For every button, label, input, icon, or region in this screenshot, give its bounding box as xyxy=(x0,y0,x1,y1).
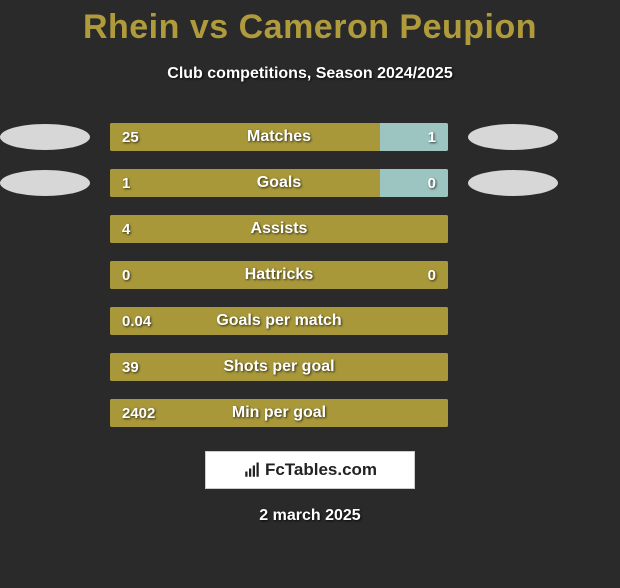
player-left-badge xyxy=(0,124,90,150)
player-right-badge xyxy=(468,124,558,150)
stat-label: Shots per goal xyxy=(110,353,448,381)
chart-icon xyxy=(243,461,261,479)
stat-row: 251Matches xyxy=(0,123,620,151)
stat-row: 0.04Goals per match xyxy=(0,307,620,335)
stat-row: 39Shots per goal xyxy=(0,353,620,381)
stat-row: 2402Min per goal xyxy=(0,399,620,427)
stat-row: 00Hattricks xyxy=(0,261,620,289)
stat-label: Min per goal xyxy=(110,399,448,427)
subtitle: Club competitions, Season 2024/2025 xyxy=(0,65,620,83)
stat-label: Assists xyxy=(110,215,448,243)
brand-text: FcTables.com xyxy=(265,460,377,480)
stat-label: Goals per match xyxy=(110,307,448,335)
player-right-badge xyxy=(468,170,558,196)
stat-bar: 10Goals xyxy=(110,169,448,197)
player-left-badge xyxy=(0,170,90,196)
stat-bar: 00Hattricks xyxy=(110,261,448,289)
stat-label: Hattricks xyxy=(110,261,448,289)
stat-bar: 39Shots per goal xyxy=(110,353,448,381)
date-label: 2 march 2025 xyxy=(0,507,620,525)
page-title: Rhein vs Cameron Peupion xyxy=(0,8,620,47)
stat-row: 4Assists xyxy=(0,215,620,243)
brand-logo-box: FcTables.com xyxy=(205,451,415,489)
stat-bar: 4Assists xyxy=(110,215,448,243)
stat-label: Matches xyxy=(110,123,448,151)
comparison-rows: 251Matches 10Goals 4Assists 00Hattricks 0.04… xyxy=(0,123,620,427)
stat-bar: 2402Min per goal xyxy=(110,399,448,427)
stat-row: 10Goals xyxy=(0,169,620,197)
stat-bar: 0.04Goals per match xyxy=(110,307,448,335)
stat-bar: 251Matches xyxy=(110,123,448,151)
stat-label: Goals xyxy=(110,169,448,197)
